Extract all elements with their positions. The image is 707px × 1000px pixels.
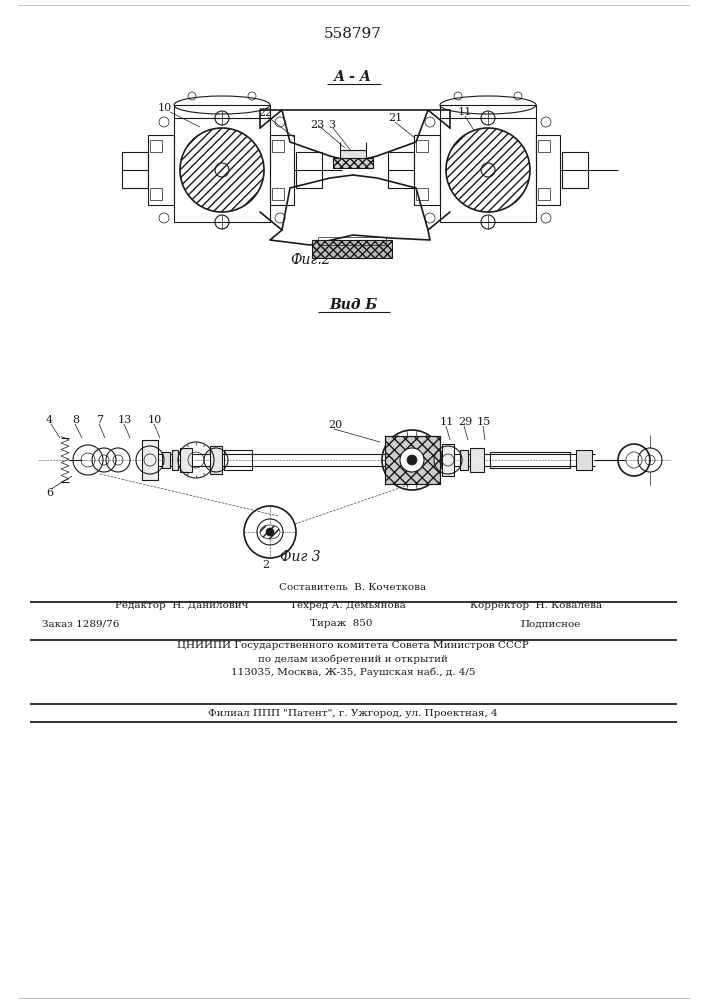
- Bar: [142, 440, 158, 480]
- Ellipse shape: [260, 525, 280, 539]
- Bar: [470, 448, 484, 472]
- Bar: [333, 158, 373, 168]
- Text: 4: 4: [46, 415, 53, 425]
- Text: 558797: 558797: [324, 27, 382, 41]
- Bar: [272, 188, 284, 200]
- Bar: [538, 140, 550, 152]
- Bar: [562, 152, 588, 188]
- Circle shape: [266, 528, 274, 536]
- Bar: [148, 135, 174, 205]
- Bar: [224, 450, 252, 470]
- Text: 21: 21: [388, 113, 402, 123]
- Text: Тираж  850: Тираж 850: [310, 619, 373, 629]
- Text: 13: 13: [118, 415, 132, 425]
- Text: 29: 29: [458, 417, 472, 427]
- Text: 3: 3: [328, 120, 335, 130]
- Bar: [272, 140, 284, 152]
- Bar: [536, 135, 560, 205]
- Bar: [174, 118, 270, 222]
- Circle shape: [407, 455, 417, 465]
- Bar: [385, 436, 440, 484]
- Bar: [416, 140, 428, 152]
- Text: 11: 11: [458, 107, 472, 117]
- Text: 8: 8: [72, 415, 79, 425]
- Text: Фиг 3: Фиг 3: [280, 550, 321, 564]
- Bar: [340, 150, 366, 158]
- Bar: [150, 188, 162, 200]
- Text: 6: 6: [46, 488, 53, 498]
- Text: 7: 7: [96, 415, 103, 425]
- Text: Заказ 1289/76: Заказ 1289/76: [42, 619, 119, 629]
- Text: 22: 22: [258, 108, 272, 118]
- Bar: [538, 188, 550, 200]
- Text: 113035, Москва, Ж-35, Раушская наб., д. 4/5: 113035, Москва, Ж-35, Раушская наб., д. …: [230, 667, 475, 677]
- Bar: [333, 158, 373, 168]
- Text: 2: 2: [262, 560, 269, 570]
- Text: 23: 23: [310, 120, 325, 130]
- Text: Составитель  В. Кочеткова: Составитель В. Кочеткова: [279, 584, 426, 592]
- Bar: [122, 152, 148, 188]
- Bar: [490, 452, 570, 468]
- Bar: [296, 152, 322, 188]
- Bar: [414, 135, 440, 205]
- Text: Филиал ППП "Патент", г. Ужгород, ул. Проектная, 4: Филиал ППП "Патент", г. Ужгород, ул. Про…: [208, 708, 498, 718]
- Text: Вид Б: Вид Б: [329, 298, 377, 312]
- Text: 10: 10: [148, 415, 162, 425]
- Circle shape: [446, 128, 530, 212]
- Bar: [385, 436, 440, 484]
- Text: 20: 20: [328, 420, 342, 430]
- Bar: [172, 450, 178, 470]
- Text: 15: 15: [477, 417, 491, 427]
- Circle shape: [400, 448, 424, 472]
- Text: 11: 11: [440, 417, 455, 427]
- Bar: [270, 135, 294, 205]
- Bar: [312, 240, 392, 258]
- Text: Подписное: Подписное: [520, 619, 580, 629]
- Bar: [180, 448, 192, 472]
- Bar: [150, 140, 162, 152]
- Bar: [416, 188, 428, 200]
- Text: А - А: А - А: [334, 70, 372, 84]
- Bar: [210, 446, 222, 474]
- Text: Корректор  Н. Ковалева: Корректор Н. Ковалева: [470, 600, 602, 609]
- Bar: [388, 152, 414, 188]
- Circle shape: [180, 128, 264, 212]
- Bar: [576, 450, 592, 470]
- Bar: [318, 237, 386, 245]
- Text: Фиг.2: Фиг.2: [290, 253, 331, 267]
- Text: Техред А. Демьянова: Техред А. Демьянова: [290, 600, 406, 609]
- Bar: [440, 118, 536, 222]
- Text: по делам изобретений и открытий: по делам изобретений и открытий: [258, 654, 448, 664]
- Text: 10: 10: [158, 103, 173, 113]
- Text: Редактор  Н. Данилович: Редактор Н. Данилович: [115, 600, 248, 609]
- Bar: [460, 450, 468, 470]
- Bar: [162, 452, 170, 468]
- Bar: [442, 444, 454, 476]
- Text: ЦНИИПИ Государственного комитета Совета Министров СССР: ЦНИИПИ Государственного комитета Совета …: [177, 642, 529, 650]
